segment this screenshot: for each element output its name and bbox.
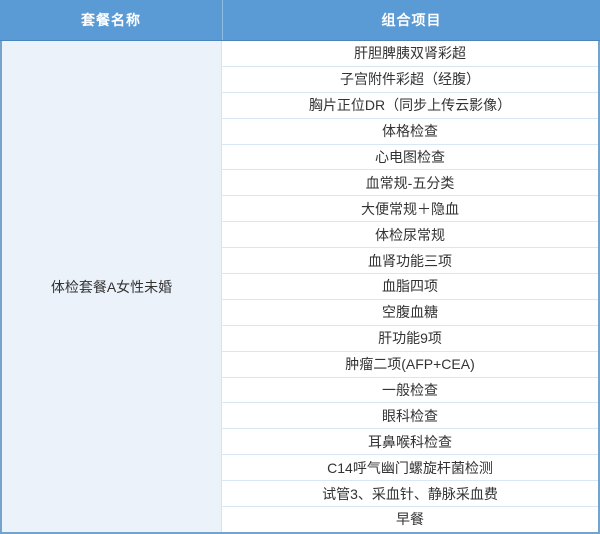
combo-items-column: 肝胆脾胰双肾彩超 子宫附件彩超（经腹） 胸片正位DR（同步上传云影像） 体格检查 心电图… <box>222 41 598 532</box>
table-row: 肝胆脾胰双肾彩超 <box>222 41 598 67</box>
table-row: 早餐 <box>222 507 598 532</box>
table-row: 心电图检查 <box>222 144 598 171</box>
table-row: 肿瘤二项(AFP+CEA) <box>222 351 598 378</box>
table-row: 空腹血糖 <box>222 299 598 326</box>
table-row: 体格检查 <box>222 118 598 145</box>
table-row: 一般检查 <box>222 377 598 404</box>
table-header-row: 套餐名称 组合项目 <box>0 0 600 41</box>
table-row: 子宫附件彩超（经腹） <box>222 66 598 93</box>
table-row: 耳鼻喉科检查 <box>222 429 598 456</box>
table-row: C14呼气幽门螺旋杆菌检测 <box>222 455 598 482</box>
table-row: 血常规-五分类 <box>222 170 598 197</box>
table-row: 血脂四项 <box>222 274 598 300</box>
package-name-cell: 体检套餐A女性未婚 <box>2 41 222 532</box>
header-combo-items: 组合项目 <box>381 12 442 28</box>
header-package-name: 套餐名称 <box>0 0 223 40</box>
table-row: 肝功能9项 <box>222 325 598 352</box>
table-row: 眼科检查 <box>222 403 598 430</box>
table-row: 大便常规＋隐血 <box>222 196 598 223</box>
table-body: 体检套餐A女性未婚 肝胆脾胰双肾彩超 子宫附件彩超（经腹） 胸片正位DR（同步上传云… <box>0 41 600 534</box>
table-row: 体检尿常规 <box>222 222 598 249</box>
table-row: 胸片正位DR（同步上传云影像） <box>222 92 598 119</box>
table-row: 血肾功能三项 <box>222 248 598 275</box>
table-row: 试管3、采血针、静脉采血费 <box>222 481 598 508</box>
